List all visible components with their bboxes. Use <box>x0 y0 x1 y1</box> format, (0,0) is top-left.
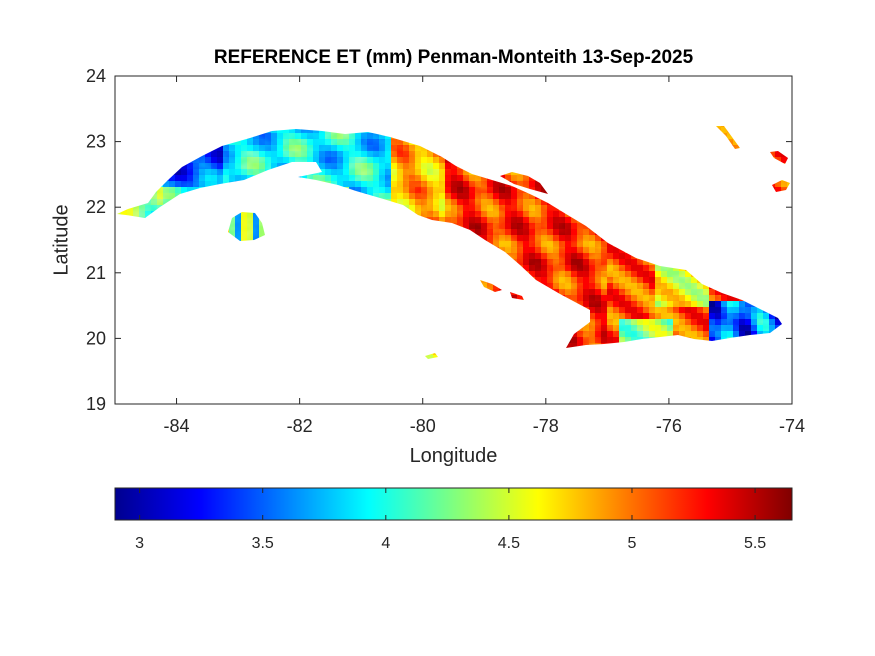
y-axis-ticks: 19 20 21 22 23 24 <box>86 66 792 414</box>
colorbar-tick-label: 3.5 <box>252 535 274 552</box>
plot-area <box>114 75 793 405</box>
chart-title: REFERENCE ET (mm) Penman-Monteith 13-Sep… <box>213 47 694 68</box>
y-tick-label: 21 <box>86 263 106 283</box>
x-tick-label: -84 <box>164 416 190 436</box>
y-tick-label: 19 <box>86 394 106 414</box>
colorbar-tick-label: 3 <box>135 535 144 552</box>
x-axis-label: Longitude <box>409 445 498 467</box>
y-tick-label: 24 <box>86 66 106 86</box>
x-tick-label: -76 <box>656 416 682 436</box>
colorbar-tick-label: 5.5 <box>744 535 766 552</box>
x-axis-ticks: -84 -82 -80 -78 -76 -74 <box>164 76 805 436</box>
colorbar <box>114 487 793 521</box>
y-tick-label: 22 <box>86 197 106 217</box>
y-tick-label: 20 <box>86 328 106 348</box>
x-tick-label: -82 <box>287 416 313 436</box>
y-axis-label: Latitude <box>50 204 73 276</box>
y-tick-label: 23 <box>86 132 106 152</box>
x-tick-label: -80 <box>410 416 436 436</box>
colorbar-ticks: 3 3.5 4 4.5 5 5.5 <box>135 488 766 552</box>
x-tick-label: -74 <box>779 416 805 436</box>
colorbar-tick-label: 5 <box>628 535 637 552</box>
colorbar-tick-label: 4 <box>381 535 390 552</box>
x-tick-label: -78 <box>533 416 559 436</box>
colorbar-tick-label: 4.5 <box>498 535 520 552</box>
